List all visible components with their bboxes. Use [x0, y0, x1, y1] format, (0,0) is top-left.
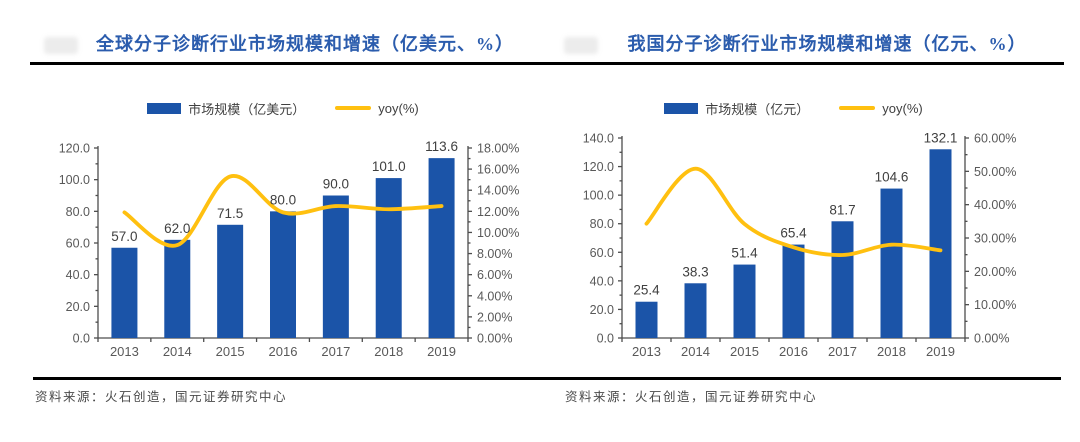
- svg-text:120.0: 120.0: [583, 160, 614, 174]
- bars-series: [111, 158, 455, 338]
- svg-text:132.1: 132.1: [924, 130, 958, 145]
- svg-text:140.0: 140.0: [583, 132, 614, 146]
- svg-text:2013: 2013: [632, 344, 661, 359]
- svg-text:62.0: 62.0: [164, 221, 190, 236]
- left-chart-legend: 市场规模（亿美元） yoy(%): [98, 99, 468, 117]
- redacted-figure-number-left: [44, 37, 78, 54]
- svg-text:40.0: 40.0: [66, 268, 90, 282]
- svg-text:0.0: 0.0: [597, 332, 614, 346]
- svg-text:2014: 2014: [163, 344, 192, 359]
- svg-text:8.00%: 8.00%: [477, 247, 512, 261]
- svg-text:2019: 2019: [427, 344, 456, 359]
- svg-text:104.6: 104.6: [875, 170, 909, 185]
- yoy-line: [122, 174, 444, 248]
- bar-legend-swatch: [147, 102, 182, 114]
- svg-text:81.7: 81.7: [829, 202, 855, 217]
- svg-text:100.0: 100.0: [583, 189, 614, 203]
- svg-text:18.00%: 18.00%: [477, 142, 519, 156]
- bar-legend-label: 市场规模（亿美元）: [188, 101, 306, 117]
- svg-text:6.00%: 6.00%: [477, 268, 512, 282]
- svg-text:38.3: 38.3: [682, 264, 708, 279]
- svg-text:51.4: 51.4: [731, 246, 758, 261]
- svg-text:30.00%: 30.00%: [974, 232, 1016, 246]
- right-chart-legend: 市场规模（亿元） yoy(%): [622, 99, 965, 117]
- svg-text:20.0: 20.0: [590, 303, 614, 317]
- line-legend-label: yoy(%): [882, 100, 923, 116]
- svg-text:2016: 2016: [779, 344, 808, 359]
- svg-text:2016: 2016: [269, 344, 298, 359]
- svg-text:20.00%: 20.00%: [974, 265, 1016, 279]
- svg-text:0.00%: 0.00%: [477, 332, 512, 346]
- svg-text:2017: 2017: [828, 344, 857, 359]
- svg-text:16.00%: 16.00%: [477, 163, 519, 177]
- line-legend-swatch: [839, 106, 876, 110]
- svg-text:65.4: 65.4: [780, 226, 807, 241]
- svg-text:90.0: 90.0: [323, 177, 349, 192]
- yoy-line: [644, 166, 943, 257]
- svg-text:2015: 2015: [216, 344, 245, 359]
- svg-text:113.6: 113.6: [425, 139, 458, 154]
- svg-text:40.0: 40.0: [590, 274, 614, 288]
- divider-bottom: [33, 377, 1061, 380]
- svg-text:101.0: 101.0: [372, 159, 406, 174]
- svg-text:80.0: 80.0: [590, 217, 614, 231]
- right-source-note: 资料来源：火石创造，国元证券研究中心: [565, 390, 818, 404]
- svg-text:57.0: 57.0: [111, 229, 137, 244]
- line-legend-swatch: [335, 106, 372, 110]
- bar-legend-swatch: [664, 102, 699, 114]
- svg-text:4.00%: 4.00%: [477, 289, 512, 303]
- svg-text:0.0: 0.0: [73, 332, 90, 346]
- svg-text:80.0: 80.0: [270, 192, 296, 207]
- svg-text:50.00%: 50.00%: [974, 165, 1016, 179]
- svg-text:60.0: 60.0: [66, 237, 90, 251]
- divider-top: [30, 62, 1064, 65]
- bar-legend-label: 市场规模（亿元）: [705, 101, 810, 117]
- svg-text:10.00%: 10.00%: [974, 298, 1016, 312]
- chart-0: 0.0 20.0 40.0 60.0 80.0 100.0 120.0 0.00% 2.00% 4…: [59, 139, 520, 359]
- svg-text:2014: 2014: [681, 344, 710, 359]
- svg-text:2018: 2018: [877, 344, 906, 359]
- svg-text:2017: 2017: [321, 344, 350, 359]
- svg-text:2019: 2019: [926, 344, 955, 359]
- right-chart-title: 我国分子诊断行业市场规模和增速（亿元、%）: [627, 34, 1027, 54]
- svg-text:80.0: 80.0: [66, 205, 90, 219]
- svg-text:2018: 2018: [374, 344, 403, 359]
- svg-text:14.00%: 14.00%: [477, 184, 519, 198]
- line-legend-label: yoy(%): [378, 100, 419, 116]
- svg-text:2013: 2013: [110, 344, 139, 359]
- svg-text:12.00%: 12.00%: [477, 205, 519, 219]
- svg-text:60.00%: 60.00%: [974, 132, 1016, 146]
- svg-text:25.4: 25.4: [633, 283, 660, 298]
- redacted-figure-number-right: [564, 37, 598, 54]
- svg-text:120.0: 120.0: [59, 142, 90, 156]
- svg-text:2015: 2015: [730, 344, 759, 359]
- svg-text:100.0: 100.0: [59, 173, 90, 187]
- left-source-note: 资料来源：火石创造，国元证券研究中心: [35, 390, 288, 404]
- svg-text:20.0: 20.0: [66, 300, 90, 314]
- chart-1: 0.0 20.0 40.0 60.0 80.0 100.0 120.0 140.0 0.00% 1…: [583, 130, 1017, 359]
- bars-series: [635, 149, 952, 338]
- svg-text:0.00%: 0.00%: [974, 332, 1009, 346]
- svg-text:10.00%: 10.00%: [477, 226, 519, 240]
- svg-text:71.5: 71.5: [217, 206, 243, 221]
- svg-text:2.00%: 2.00%: [477, 310, 512, 324]
- left-chart-title: 全球分子诊断行业市场规模和增速（亿美元、%）: [96, 34, 514, 54]
- svg-text:40.00%: 40.00%: [974, 198, 1016, 212]
- svg-text:60.0: 60.0: [590, 246, 614, 260]
